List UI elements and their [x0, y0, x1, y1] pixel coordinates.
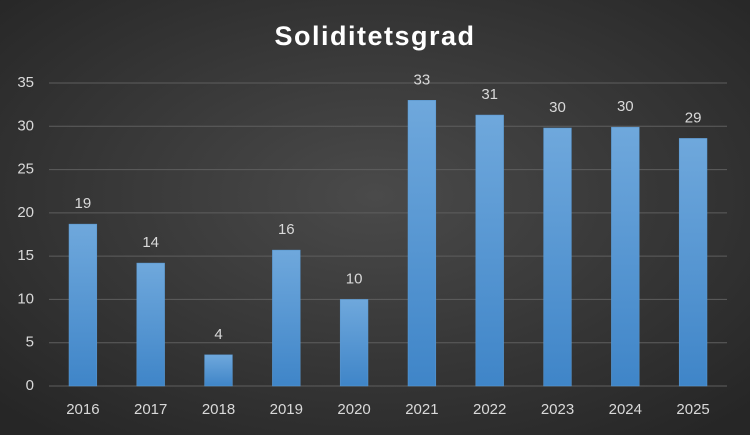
value-label: 31 [481, 86, 498, 103]
y-tick-label: 35 [17, 74, 34, 91]
bar [272, 249, 301, 387]
x-tick-label: 2023 [541, 401, 574, 418]
y-tick-label: 5 [26, 334, 34, 351]
bar [678, 138, 708, 387]
bar [204, 354, 233, 387]
x-tick-label: 2017 [134, 401, 167, 418]
value-label: 33 [414, 71, 431, 88]
value-label: 30 [617, 98, 634, 115]
value-label: 14 [142, 234, 159, 251]
x-tick-label: 2025 [676, 401, 709, 418]
x-tick-label: 2024 [609, 401, 642, 418]
x-tick-label: 2018 [202, 401, 235, 418]
bar [611, 126, 640, 387]
value-label: 16 [278, 221, 295, 238]
x-tick-label: 2020 [337, 401, 370, 418]
x-tick-label: 2019 [270, 401, 303, 418]
x-tick-label: 2022 [473, 401, 506, 418]
bar [475, 114, 504, 387]
x-tick-label: 2021 [405, 401, 438, 418]
bar [136, 262, 165, 387]
x-tick-label: 2016 [66, 401, 99, 418]
value-label: 4 [214, 326, 222, 343]
y-tick-label: 30 [17, 117, 34, 134]
y-tick-label: 0 [26, 377, 34, 394]
bar [339, 299, 369, 387]
y-tick-label: 10 [17, 290, 34, 307]
bar [407, 100, 437, 387]
y-tick-label: 15 [17, 247, 34, 264]
bar [68, 223, 98, 387]
y-tick-label: 25 [17, 161, 34, 178]
value-label: 19 [75, 195, 92, 212]
value-label: 10 [346, 270, 363, 287]
y-tick-label: 20 [17, 204, 34, 221]
bar [543, 127, 572, 387]
value-label: 29 [685, 109, 702, 126]
value-label: 30 [549, 99, 566, 116]
chart-title: Soliditetsgrad [274, 21, 475, 51]
